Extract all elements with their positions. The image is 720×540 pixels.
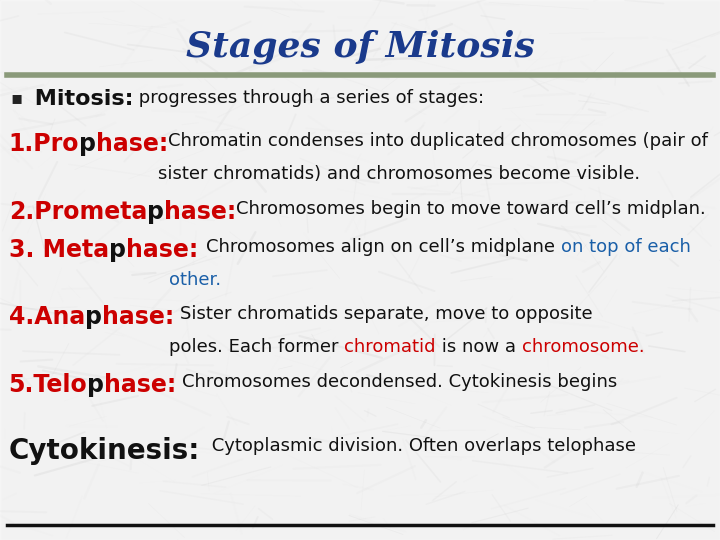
Text: Chromosomes decondensed. Cytokinesis begins: Chromosomes decondensed. Cytokinesis beg… <box>182 373 618 390</box>
Text: Chromosomes begin to move toward cell’s midplan.: Chromosomes begin to move toward cell’s … <box>236 200 706 218</box>
Text: sister chromatids) and chromosomes become visible.: sister chromatids) and chromosomes becom… <box>158 165 641 183</box>
Text: 1.Pro: 1.Pro <box>9 132 79 156</box>
Text: p: p <box>85 305 102 329</box>
Text: Chromosomes align on cell’s midplane: Chromosomes align on cell’s midplane <box>206 238 561 255</box>
Text: p: p <box>109 238 126 261</box>
Text: Stages of Mitosis: Stages of Mitosis <box>186 30 534 64</box>
Text: Mitosis:: Mitosis: <box>27 89 133 109</box>
Text: p: p <box>79 132 96 156</box>
Text: hase:: hase: <box>126 238 206 261</box>
Text: chromatid: chromatid <box>344 338 436 355</box>
Text: Sister chromatids separate, move to opposite: Sister chromatids separate, move to oppo… <box>180 305 593 323</box>
Text: 2.Prometa: 2.Prometa <box>9 200 147 224</box>
Text: hase:: hase: <box>102 305 174 329</box>
Text: hase:: hase: <box>104 373 176 396</box>
Text: 5.Telo: 5.Telo <box>9 373 87 396</box>
Text: 3. Meta: 3. Meta <box>9 238 109 261</box>
Text: Cytoplasmic division. Often overlaps telophase: Cytoplasmic division. Often overlaps tel… <box>206 437 636 455</box>
Text: other.: other. <box>169 271 221 289</box>
Text: is now a: is now a <box>436 338 522 355</box>
Text: ▪: ▪ <box>11 89 23 107</box>
Text: hase:: hase: <box>164 200 236 224</box>
Text: on top of each: on top of each <box>561 238 691 255</box>
Text: Cytokinesis:: Cytokinesis: <box>9 437 200 465</box>
Text: hase:: hase: <box>96 132 168 156</box>
Text: chromosome.: chromosome. <box>522 338 644 355</box>
Text: progresses through a series of stages:: progresses through a series of stages: <box>133 89 485 107</box>
Text: p: p <box>147 200 164 224</box>
Text: p: p <box>87 373 104 396</box>
Text: 4.Ana: 4.Ana <box>9 305 85 329</box>
Text: Chromatin condenses into duplicated chromosomes (pair of: Chromatin condenses into duplicated chro… <box>168 132 708 150</box>
Text: poles. Each former: poles. Each former <box>169 338 344 355</box>
